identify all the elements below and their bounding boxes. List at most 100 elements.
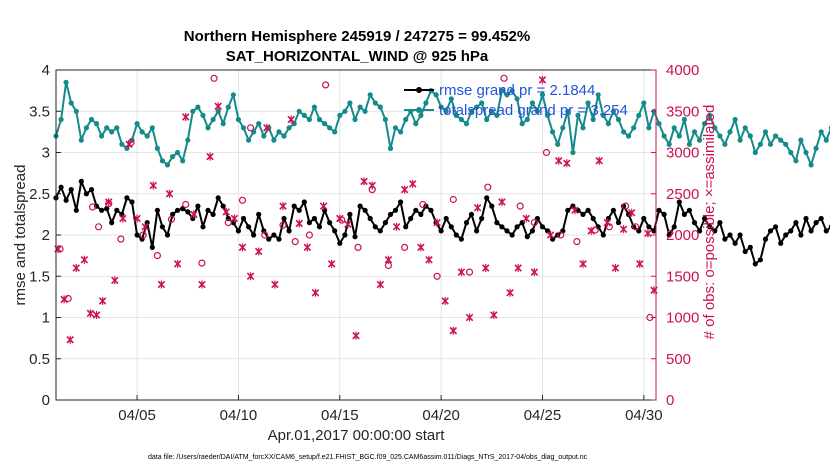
obs-assimilated-marker [522, 214, 531, 223]
totalspread-point [539, 92, 546, 98]
obs-assimilated-marker [417, 243, 425, 252]
rmse-point [428, 207, 434, 213]
rmse-point [88, 187, 95, 193]
rmse-point [793, 220, 799, 226]
obs-assimilated-marker [263, 123, 271, 132]
obs-assimilated-marker [636, 259, 644, 268]
totalspread-point [387, 145, 394, 151]
obs-assimilated-marker [433, 218, 441, 227]
obs-assimilated-marker [506, 288, 514, 297]
obs-possible-marker [117, 235, 125, 243]
totalspread-point [691, 129, 698, 135]
rmse-point [438, 228, 444, 234]
rmse-point [509, 232, 515, 238]
obs-assimilated-marker [603, 218, 612, 227]
totalspread-point [636, 112, 642, 118]
totalspread-point [595, 92, 601, 98]
rmse-point [377, 228, 383, 234]
rmse-point [656, 207, 662, 213]
totalspread-point [271, 137, 277, 143]
chart-title-line1: Northern Hemisphere 245919 / 247275 = 99… [184, 28, 530, 45]
totalspread-point [306, 116, 312, 123]
totalspread-point [610, 108, 617, 114]
y-tick-label-right: 3000 [666, 145, 699, 162]
obs-possible-marker [224, 219, 232, 227]
totalspread-point [788, 149, 794, 156]
rmse-point [737, 232, 743, 238]
rmse-point [798, 232, 804, 238]
totalspread-point [590, 116, 596, 123]
rmse-point [610, 207, 617, 213]
totalspread-point [119, 141, 125, 147]
totalspread-point [818, 129, 824, 135]
totalspread-point [504, 92, 510, 98]
totalspread-point [778, 137, 784, 143]
rmse-point [342, 232, 348, 238]
rmse-point [661, 211, 667, 217]
y-tick-label-right: 0 [666, 392, 674, 409]
rmse-point [448, 224, 454, 230]
rmse-point [382, 220, 388, 226]
totalspread-point [63, 79, 69, 85]
obs-assimilated-marker [66, 335, 74, 344]
obs-assimilated-marker [141, 222, 149, 231]
totalspread-point [727, 129, 733, 135]
obs-assimilated-marker [303, 243, 312, 252]
totalspread-point [686, 141, 693, 147]
totalspread-point [88, 116, 95, 123]
obs-assimilated-marker [149, 181, 158, 190]
totalspread-point [646, 125, 652, 131]
x-tick-label: 04/30 [625, 407, 663, 424]
totalspread-point [104, 125, 110, 131]
obs-assimilated-marker [173, 259, 182, 268]
obs-possible-marker [530, 219, 539, 227]
y-tick-label-right: 1000 [666, 310, 699, 327]
totalspread-point [296, 108, 302, 114]
rmse-point [539, 224, 546, 230]
rmse-point [398, 199, 404, 205]
obs-assimilated-marker [368, 181, 376, 190]
rmse-point [762, 236, 769, 242]
totalspread-point [656, 121, 662, 127]
obs-assimilated-marker [238, 243, 247, 252]
totalspread-series [53, 79, 830, 168]
totalspread-point [448, 96, 454, 102]
totalspread-point [767, 141, 774, 147]
totalspread-point [185, 137, 191, 143]
obs-possible-marker [88, 203, 97, 211]
totalspread-point [717, 133, 723, 139]
obs-possible-marker [153, 252, 161, 260]
rmse-point [149, 244, 155, 250]
rmse-point [256, 211, 262, 217]
obs-assimilated-marker [554, 156, 563, 165]
y-tick-label-left: 3.5 [29, 103, 50, 120]
y-tick-label-left: 1.5 [29, 268, 50, 285]
rmse-point [697, 228, 703, 234]
rmse-point [479, 215, 485, 222]
rmse-point [458, 236, 464, 242]
rmse-point [235, 228, 241, 234]
legend-rmse-marker [416, 87, 422, 93]
totalspread-line [55, 81, 830, 166]
totalspread-point [661, 133, 667, 139]
rmse-point [210, 211, 216, 217]
y-tick-label-left: 2 [42, 227, 50, 244]
rmse-point [676, 199, 682, 205]
totalspread-point [78, 137, 84, 143]
rmse-point [788, 228, 794, 234]
totalspread-point [529, 100, 536, 106]
chart-title-line2: SAT_HORIZONTAL_WIND @ 925 hPa [226, 48, 489, 65]
obs-assimilated-marker [98, 297, 107, 305]
totalspread-point [519, 121, 525, 127]
rmse-point [408, 215, 414, 222]
totalspread-point [362, 108, 368, 114]
totalspread-point [276, 129, 282, 135]
totalspread-point [311, 104, 317, 110]
totalspread-point [114, 125, 120, 131]
obs-assimilated-marker [246, 272, 255, 281]
obs-assimilated-marker [457, 268, 466, 277]
totalspread-point [372, 100, 378, 106]
totalspread-point [575, 112, 581, 118]
obs-possible-marker [261, 231, 269, 239]
obs-assimilated-marker [627, 208, 636, 217]
